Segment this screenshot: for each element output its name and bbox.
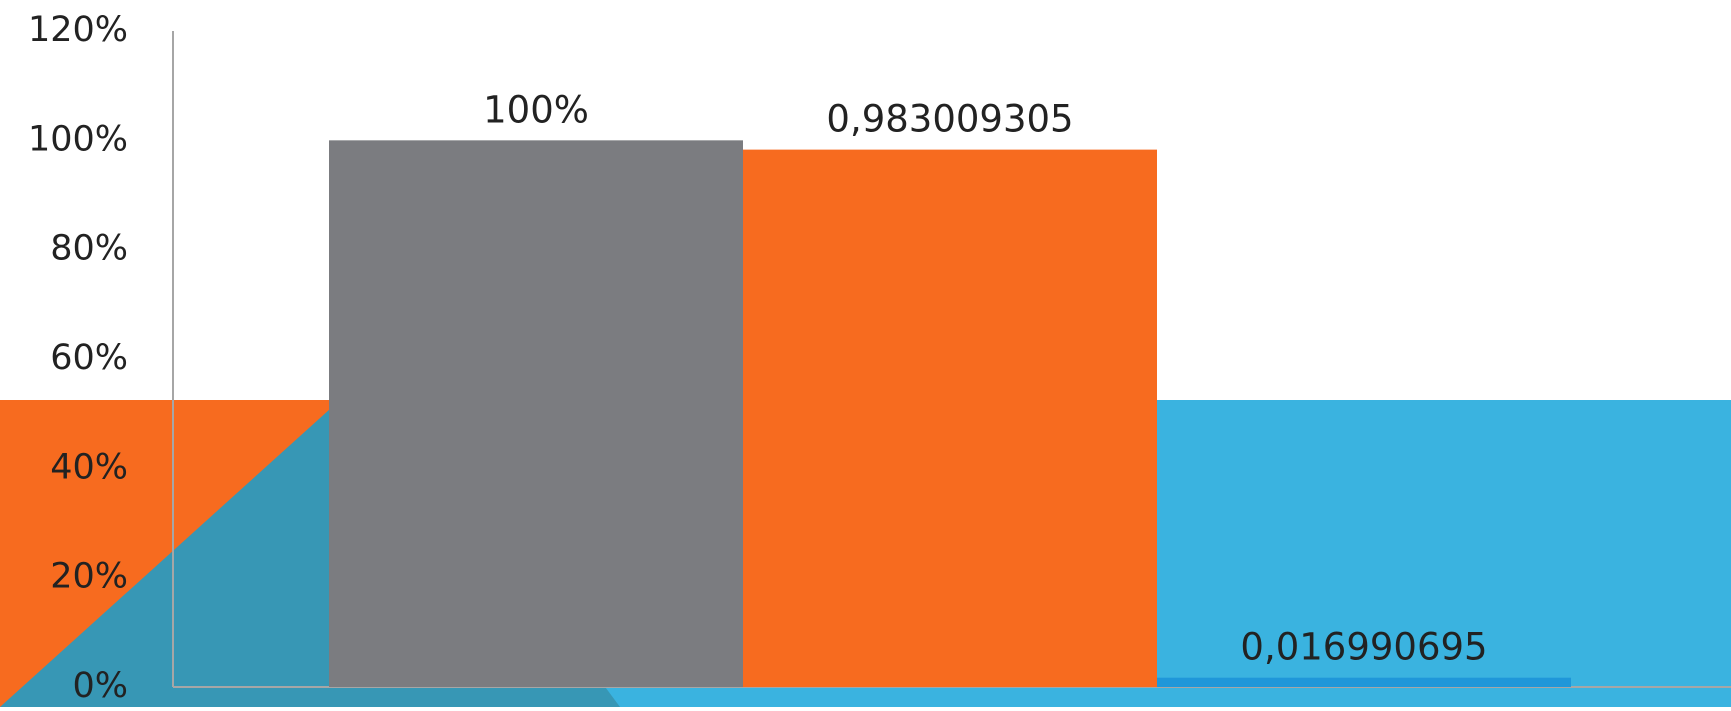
bar: [329, 140, 743, 688]
data-labels: 100% 0,983009305 0,016990695: [483, 88, 1487, 668]
bar-data-label: 100%: [483, 88, 589, 131]
y-tick-label: 40%: [50, 447, 128, 487]
y-tick-label: 100%: [28, 119, 128, 159]
y-tick-label: 80%: [50, 229, 128, 269]
bar-data-label: 0,983009305: [826, 98, 1073, 141]
bar-data-label: 0,016990695: [1240, 626, 1487, 669]
bar: [1157, 677, 1571, 687]
background-teal-triangle: [0, 400, 340, 707]
y-tick-label: 60%: [50, 338, 128, 378]
bar: [743, 149, 1157, 687]
y-tick-label: 20%: [50, 557, 128, 597]
bars: [329, 140, 1571, 688]
y-tick-label: 0%: [72, 666, 128, 706]
y-tick-label: 120%: [28, 10, 128, 50]
